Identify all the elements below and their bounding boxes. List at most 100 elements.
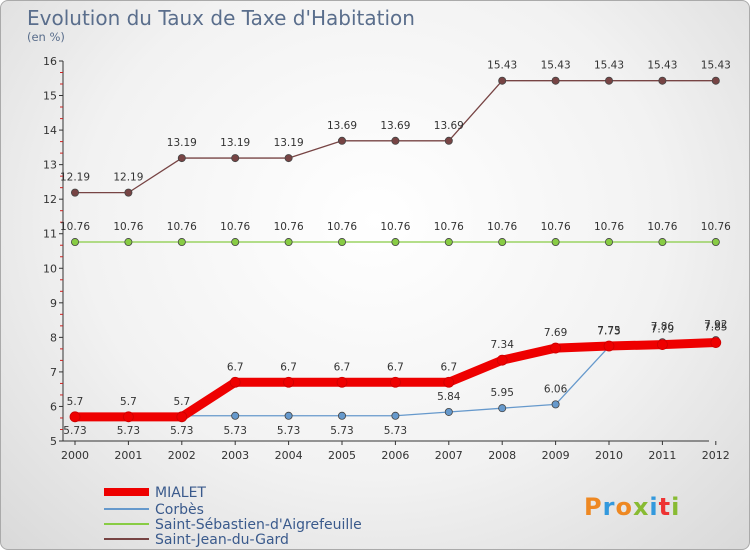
data-label-1: 5.73 (170, 425, 193, 437)
data-label-1: 5.84 (437, 391, 461, 403)
data-label-2: 10.76 (647, 221, 677, 233)
data-label-3: 13.19 (220, 137, 250, 149)
x-tick-label: 2011 (648, 449, 676, 462)
logo-letter: x (632, 493, 650, 521)
data-label-2: 10.76 (113, 221, 143, 233)
data-label-2: 10.76 (594, 221, 624, 233)
data-label-3: 15.43 (487, 60, 517, 72)
x-tick-label: 2010 (595, 449, 623, 462)
data-label-0: 7.79 (651, 324, 674, 336)
data-point-3 (658, 76, 667, 85)
data-point-2 (498, 238, 507, 247)
data-label-0: 6.7 (440, 361, 457, 373)
x-tick-label: 2004 (275, 449, 303, 462)
x-tick-label: 2005 (328, 449, 356, 462)
data-point-2 (337, 238, 346, 247)
data-label-0: 7.75 (597, 325, 620, 337)
y-tick-label: 14 (43, 124, 57, 137)
data-label-3: 13.69 (327, 120, 357, 132)
data-label-1: 5.73 (117, 425, 140, 437)
data-label-3: 15.43 (594, 60, 624, 72)
data-point-2 (658, 238, 667, 247)
data-point-0 (336, 376, 348, 388)
data-point-1 (444, 407, 453, 416)
data-label-3: 15.43 (647, 60, 677, 72)
y-tick-label: 7 (50, 366, 57, 379)
data-point-0 (69, 411, 81, 423)
x-tick-label: 2003 (221, 449, 249, 462)
data-point-3 (551, 76, 560, 85)
data-label-1: 5.73 (330, 425, 353, 437)
chart-title: Evolution du Taux de Taxe d'Habitation (27, 6, 415, 30)
data-label-3: 13.69 (434, 120, 464, 132)
y-tick-label: 12 (43, 193, 57, 206)
data-label-2: 10.76 (274, 221, 304, 233)
logo-letter: P (584, 493, 603, 521)
data-point-2 (444, 238, 453, 247)
y-tick-label: 10 (43, 262, 57, 275)
data-label-0: 6.7 (280, 361, 297, 373)
y-tick-label: 16 (43, 55, 57, 68)
data-label-0: 7.34 (491, 339, 515, 351)
data-label-3: 13.19 (167, 137, 197, 149)
x-tick-label: 2006 (381, 449, 409, 462)
data-point-0 (176, 411, 188, 423)
data-label-1: 5.95 (491, 387, 514, 399)
data-point-1 (284, 411, 293, 420)
x-tick-label: 2009 (542, 449, 570, 462)
data-point-2 (284, 238, 293, 247)
x-tick-label: 2012 (702, 449, 730, 462)
data-label-3: 15.43 (701, 60, 731, 72)
data-point-2 (124, 238, 133, 247)
logo-letter: r (602, 493, 616, 521)
data-point-1 (498, 404, 507, 413)
data-point-3 (444, 136, 453, 145)
legend-entry: Saint-Jean-du-Gard (155, 532, 289, 548)
y-tick-label: 6 (50, 400, 57, 413)
data-point-3 (284, 154, 293, 163)
data-label-0: 5.7 (67, 396, 84, 408)
data-point-3 (231, 154, 240, 163)
y-tick-label: 13 (43, 159, 57, 172)
data-label-2: 10.76 (541, 221, 571, 233)
data-label-1: 7.86 (651, 321, 675, 333)
data-point-3 (711, 76, 720, 85)
x-tick-label: 2008 (488, 449, 516, 462)
data-label-3: 12.19 (113, 172, 143, 184)
data-point-2 (177, 238, 186, 247)
data-point-2 (391, 238, 400, 247)
data-point-3 (71, 188, 80, 197)
data-point-3 (605, 76, 614, 85)
legend-entry: Saint-Sébastien-d'Aigrefeuille (155, 517, 362, 533)
logo-letter: t (658, 493, 672, 521)
y-tick-label: 5 (50, 435, 57, 448)
data-point-1 (337, 411, 346, 420)
data-point-0 (550, 342, 561, 354)
x-tick-label: 2001 (114, 449, 142, 462)
data-point-2 (551, 238, 560, 247)
y-tick-label: 9 (50, 297, 57, 310)
data-point-3 (337, 136, 346, 145)
data-label-2: 10.76 (701, 221, 731, 233)
data-label-0: 7.69 (544, 327, 567, 339)
data-point-2 (71, 238, 80, 247)
data-label-1: 5.73 (63, 425, 86, 437)
data-label-0: 6.7 (334, 361, 351, 373)
data-label-1: 7.92 (704, 319, 727, 331)
x-tick-label: 2002 (168, 449, 196, 462)
data-label-1: 6.06 (544, 383, 568, 395)
data-point-3 (124, 188, 133, 197)
data-label-3: 15.43 (541, 60, 571, 72)
legend-entry: MIALET (155, 485, 206, 501)
data-point-0 (443, 376, 455, 388)
logo-letter: i (671, 493, 681, 521)
data-label-1: 5.73 (224, 425, 247, 437)
data-label-2: 10.76 (380, 221, 410, 233)
data-point-0 (229, 376, 241, 388)
data-point-2 (231, 238, 240, 247)
logo-letter: i (649, 493, 659, 521)
data-label-2: 10.76 (434, 221, 464, 233)
data-label-0: 5.7 (120, 396, 137, 408)
data-label-0: 6.7 (387, 361, 404, 373)
chart-unit-label: (en %) (27, 30, 65, 44)
